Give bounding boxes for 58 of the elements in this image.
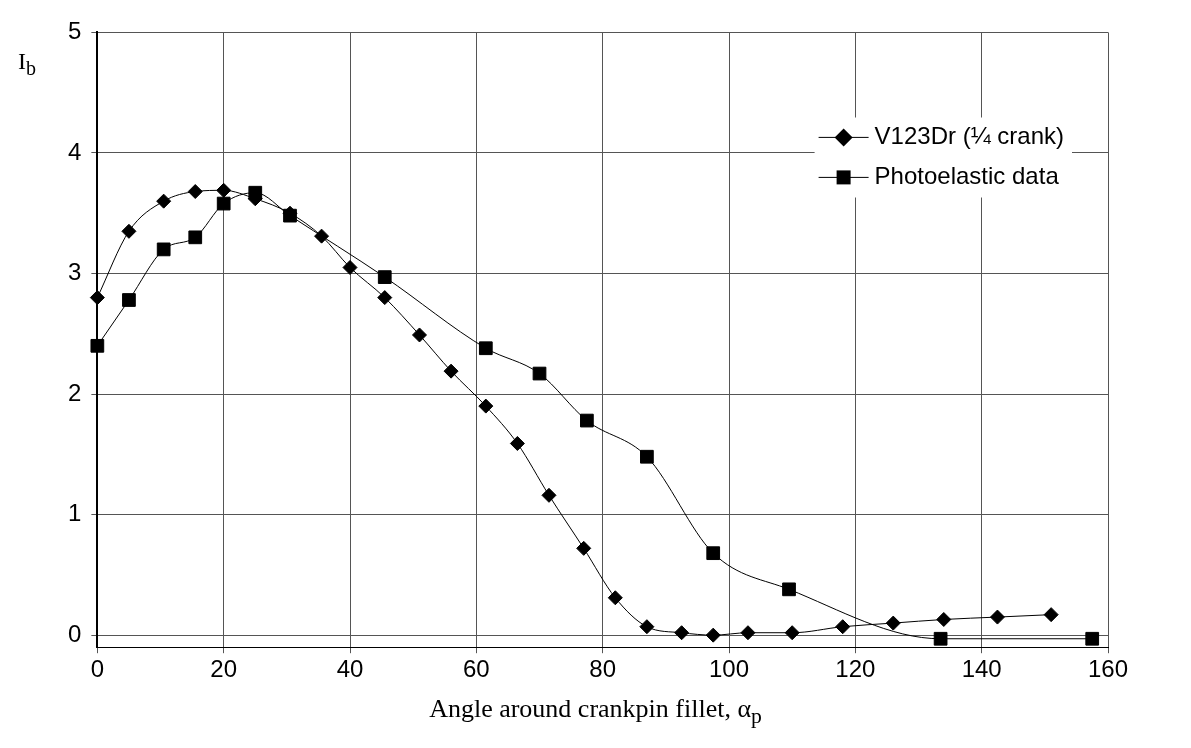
x-tick-label: 140	[961, 655, 1002, 683]
point	[784, 625, 800, 641]
point	[188, 230, 203, 245]
point	[640, 449, 654, 464]
point	[216, 182, 232, 198]
point	[478, 398, 494, 414]
point	[314, 228, 330, 244]
point	[156, 242, 171, 257]
y-tick-label: 2	[67, 378, 82, 406]
point	[639, 619, 655, 635]
y-tick-label: 3	[67, 258, 82, 286]
point	[216, 196, 231, 211]
point	[705, 627, 721, 643]
point	[706, 546, 721, 561]
x-tick-label: 20	[210, 655, 238, 683]
point	[411, 327, 427, 343]
x-tick-label: 60	[462, 655, 490, 683]
y-tick-label: 5	[67, 17, 82, 45]
point	[541, 487, 557, 503]
point	[1085, 631, 1100, 646]
x-tick-label: 0	[90, 655, 105, 683]
point	[443, 363, 459, 379]
point	[509, 435, 525, 451]
point	[478, 341, 493, 356]
point	[576, 540, 592, 556]
point	[580, 413, 594, 428]
point	[835, 619, 851, 635]
x-tick-label: 120	[835, 655, 876, 683]
y-tick-label: 1	[67, 499, 82, 527]
point	[377, 290, 393, 306]
point	[342, 259, 358, 275]
point	[122, 293, 136, 307]
x-axis-title: Angle around crankpin fillet, α$_{p}$	[428, 694, 763, 730]
y-tick-label: 4	[67, 137, 82, 165]
y-tick-label: 0	[67, 619, 82, 647]
point	[885, 615, 901, 631]
point	[377, 270, 392, 284]
point	[89, 290, 105, 306]
legend-label: V123Dr (¼ crank)	[874, 122, 1065, 150]
point	[156, 193, 172, 209]
x-tick-label: 100	[708, 655, 750, 683]
point	[936, 611, 952, 627]
point	[121, 223, 137, 239]
point	[532, 366, 547, 381]
x-tick-label: 160	[1087, 655, 1129, 683]
point	[1043, 607, 1059, 623]
point	[674, 625, 690, 641]
point	[740, 625, 756, 641]
legend-label: Photoelastic data	[874, 162, 1060, 190]
x-tick-label: 40	[336, 655, 364, 683]
point	[90, 338, 105, 353]
point	[782, 582, 796, 597]
y-axis-title: I$_{b}$	[18, 48, 36, 80]
point	[187, 184, 203, 200]
x-tick-label: 80	[589, 655, 617, 683]
point	[933, 631, 948, 646]
point	[607, 590, 623, 606]
point	[989, 609, 1005, 625]
